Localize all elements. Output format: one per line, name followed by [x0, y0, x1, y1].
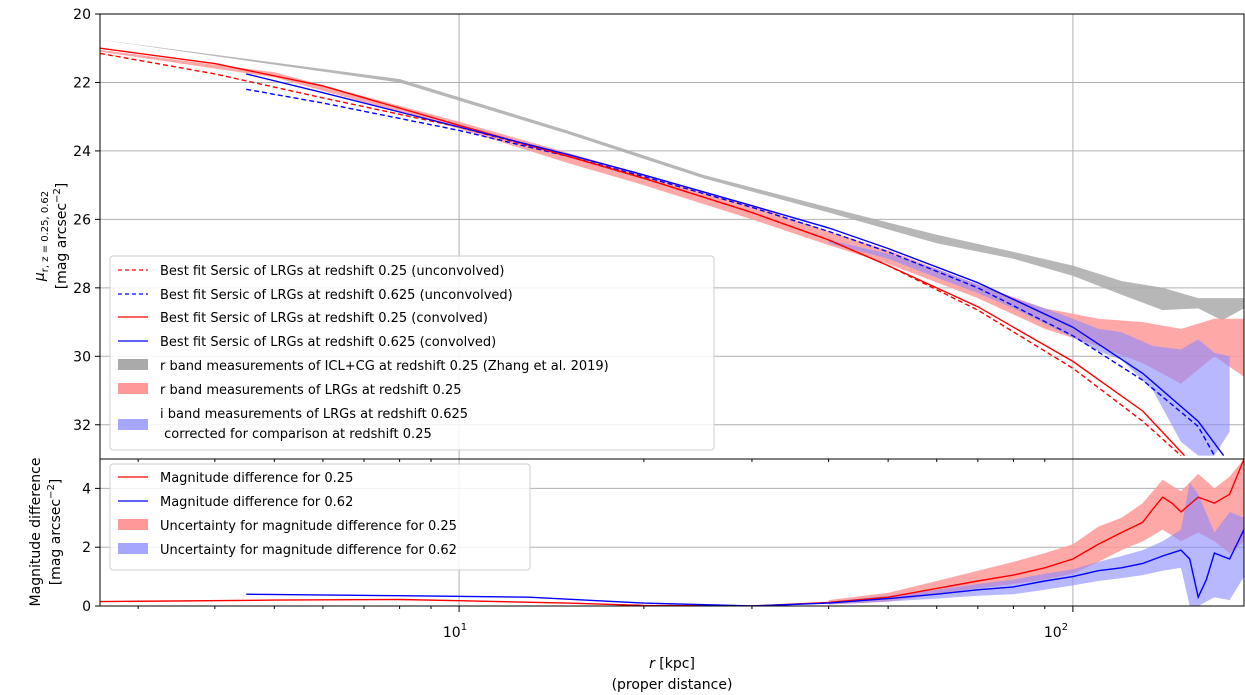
- legend-label: Uncertainty for magnitude difference for…: [160, 543, 457, 558]
- legend-label: i band measurements of LRGs at redshift …: [160, 407, 468, 422]
- y-tick-label: 26: [73, 212, 91, 228]
- bottom-y-label-units-close: ]: [48, 479, 64, 484]
- legend-entry-magdiff-025: Magnitude difference for 0.25: [118, 471, 353, 486]
- top-y-axis-label: μr, z = 0.25, 0.62 [mag arcsec−2]: [32, 183, 70, 290]
- bottom-y-label-units-sup: −2: [46, 484, 57, 499]
- y-tick-label: 2: [82, 540, 91, 556]
- top-lines: [100, 47, 1225, 457]
- svg-text:101: 101: [443, 622, 467, 641]
- y-tick-label: 30: [73, 349, 91, 365]
- legend-entry-i-band-lrgs: i band measurements of LRGs at redshift …: [118, 407, 468, 442]
- bottom-legend: Magnitude difference for 0.25 Magnitude …: [109, 463, 531, 571]
- y-tick-label: 24: [73, 144, 91, 160]
- top-bands: [100, 39, 1244, 456]
- legend-label: Best fit Sersic of LRGs at redshift 0.62…: [160, 288, 513, 303]
- band-r-band-measurements-of-icl-cg-at-redshift-0-25-zhang-et-al-2: [100, 39, 1244, 321]
- series-best-fit-sersic-of-lrgs-at-redshift-0-625-convolved: [246, 73, 1225, 457]
- top-legend: Best fit Sersic of LRGs at redshift 0.25…: [109, 255, 715, 451]
- y-tick-label: 22: [73, 75, 91, 91]
- legend-entry-magdiff-062: Magnitude difference for 0.62: [118, 495, 353, 510]
- y-tick-label: 20: [73, 7, 91, 23]
- series-best-fit-sersic-of-lrgs-at-redshift-0-25-convolved: [100, 47, 1186, 457]
- legend-label: Magnitude difference for 0.25: [160, 471, 353, 486]
- series-magnitude-difference-for-0-25: [100, 459, 1244, 606]
- svg-text:[mag arcsec−2]: [mag arcsec−2]: [52, 183, 70, 290]
- legend-label: r band measurements of LRGs at redshift …: [160, 383, 462, 398]
- top-y-label-units-close: ]: [54, 183, 70, 188]
- bottom-bands: [828, 459, 1244, 606]
- bottom-y-ticks: 0 2 4: [82, 481, 100, 615]
- series-magnitude-difference-for-0-62: [246, 529, 1244, 606]
- band-uncertainty-for-magnitude-difference-for-0-62: [828, 482, 1244, 606]
- legend-entry-icl-cg: r band measurements of ICL+CG at redshif…: [118, 359, 609, 374]
- series-best-fit-sersic-of-lrgs-at-redshift-0-625-unconvolved: [246, 88, 1216, 456]
- legend-label: Best fit Sersic of LRGs at redshift 0.62…: [160, 335, 496, 350]
- legend-label-line2: corrected for comparison at redshift 0.2…: [160, 427, 432, 442]
- x-tick-label-10: 101: [443, 622, 467, 641]
- series-best-fit-sersic-of-lrgs-at-redshift-0-25-unconvolved: [100, 52, 1182, 457]
- legend-entry-sersic-0625-unconvolved: Best fit Sersic of LRGs at redshift 0.62…: [118, 288, 513, 303]
- legend-label: Best fit Sersic of LRGs at redshift 0.25…: [160, 311, 488, 326]
- x-tick-label-100: 102: [1044, 622, 1068, 641]
- legend-entry-r-band-lrgs: r band measurements of LRGs at redshift …: [118, 383, 462, 398]
- top-y-label-main: μ: [32, 272, 48, 282]
- svg-text:[mag arcsec−2]: [mag arcsec−2]: [46, 479, 64, 586]
- top-panel: 20 22 24 26 28 30 32 μr, z = 0.25, 0.62 [mag a…: [32, 7, 1245, 462]
- legend-label: Best fit Sersic of LRGs at redshift 0.25…: [160, 264, 504, 279]
- top-y-label-sub: r, z = 0.25, 0.62: [40, 191, 51, 272]
- legend-entry-uncertainty-025: Uncertainty for magnitude difference for…: [118, 519, 457, 534]
- y-tick-label: 32: [73, 418, 91, 434]
- x-axis-label: r [kpc]: [649, 656, 695, 672]
- bottom-y-axis-label: Magnitude difference [mag arcsec−2]: [28, 458, 64, 607]
- top-y-label-units: [mag arcsec: [54, 203, 70, 289]
- y-tick-label: 4: [82, 481, 91, 497]
- top-y-label-units-sup: −2: [52, 188, 63, 203]
- legend-entry-sersic-0625-convolved: Best fit Sersic of LRGs at redshift 0.62…: [118, 335, 496, 350]
- bottom-axes-frame: [99, 458, 1245, 607]
- y-tick-label: 28: [73, 281, 91, 297]
- legend-entry-uncertainty-062: Uncertainty for magnitude difference for…: [118, 543, 457, 558]
- bottom-panel: 024 Magnitude difference [mag arcsec−2] …: [28, 458, 1245, 693]
- bottom-x-ticks: [137, 606, 1074, 612]
- bottom-lines: [100, 459, 1244, 606]
- legend-entry-sersic-025-unconvolved: Best fit Sersic of LRGs at redshift 0.25…: [118, 264, 504, 279]
- legend-entry-sersic-025-convolved: Best fit Sersic of LRGs at redshift 0.25…: [118, 311, 488, 326]
- band-i-band-measurements-of-lrgs-at-redshift-0-625: [828, 239, 1230, 456]
- bottom-y-label-main: Magnitude difference: [28, 458, 44, 607]
- legend-label: r band measurements of ICL+CG at redshif…: [160, 359, 609, 374]
- x-axis-label-line2: (proper distance): [612, 677, 733, 693]
- y-tick-label: 0: [82, 599, 91, 615]
- top-y-ticks: 20 22 24 26 28 30 32: [73, 7, 100, 434]
- bottom-y-label-units: [mag arcsec: [48, 499, 64, 585]
- svg-text:μr, z = 0.25, 0.62: μr, z = 0.25, 0.62: [32, 191, 51, 282]
- legend-label: Uncertainty for magnitude difference for…: [160, 519, 457, 534]
- svg-text:102: 102: [1044, 622, 1068, 641]
- legend-label: Magnitude difference for 0.62: [160, 495, 353, 510]
